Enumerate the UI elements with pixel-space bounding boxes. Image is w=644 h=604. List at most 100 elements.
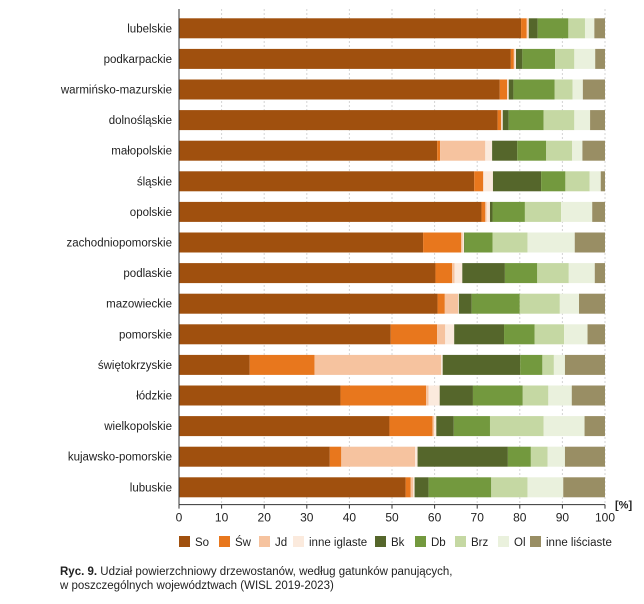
legend-swatch-So (179, 536, 190, 547)
category-label: lubelskie (127, 23, 172, 35)
bar-segment-Św (340, 385, 427, 406)
bar-segment-Jd (513, 48, 515, 69)
bar-segment-inne-liściaste (595, 48, 605, 69)
bar-segment-Jd (461, 232, 463, 253)
legend-swatch-Św (219, 536, 230, 547)
bar-segment-Brz (537, 263, 569, 284)
bar-segment-Db (464, 232, 493, 253)
bar-segment-Db (513, 79, 555, 100)
bar-segment-Ol (589, 171, 601, 192)
bar-segment-Db (492, 201, 525, 222)
bar-segment-Ol (574, 48, 596, 69)
bar-segment-So (179, 293, 438, 314)
bar-segment-Św (474, 171, 484, 192)
bar-segment-inne-liściaste (594, 263, 605, 284)
x-axis: 0 10 20 30 40 50 60 70 80 90 100 (176, 9, 615, 525)
legend-label: Brz (471, 537, 489, 549)
bar-segment-Bk (442, 354, 521, 375)
bar-segment-Św (437, 293, 445, 314)
bar-segment-Jd (452, 263, 455, 284)
bar-segment-Św (405, 477, 411, 498)
bar-segment-inne-liściaste (574, 232, 605, 253)
bar-segment-inne-liściaste (563, 477, 605, 498)
bar-segment-Bk (417, 446, 508, 467)
x-tick-label: 90 (556, 511, 570, 525)
bar-segment-So (179, 171, 475, 192)
x-tick-label: 20 (258, 511, 272, 525)
bar-segment-inne-iglaste (501, 110, 503, 131)
bar-segment-Ol (548, 385, 572, 406)
bar-segment-inne-liściaste (564, 354, 605, 375)
bar-segment-Db (428, 477, 492, 498)
bar-segment-Bk (492, 140, 518, 161)
x-tick-label: 50 (385, 511, 399, 525)
x-tick-label: 100 (595, 511, 615, 525)
bar-segment-Św (510, 48, 514, 69)
bar-segment-Jd (440, 140, 486, 161)
bar-segment-inne-liściaste (582, 140, 605, 161)
category-labels: lubelskie podkarpackie warmińsko-mazurskie… (60, 23, 172, 494)
bar-segment-Brz (522, 385, 549, 406)
bar-segment-Św (437, 140, 441, 161)
bar-segment-inne-liściaste (571, 385, 605, 406)
bar-segment-inne-liściaste (592, 201, 605, 222)
bar-segment-Św (435, 263, 453, 284)
bar-segment-Bk (515, 48, 523, 69)
legend: So Św Jd inne iglaste Bk Db Brz Ol inne liściast… (179, 536, 612, 549)
bar-segment-So (179, 18, 522, 39)
bar-segment-inne-iglaste (483, 171, 493, 192)
bar-segment-inne-iglaste (415, 446, 418, 467)
bar-segment-inne-iglaste (458, 293, 459, 314)
bar-segment-Db (504, 324, 535, 345)
bar-segment-So (179, 416, 390, 437)
legend-swatch-Bk (375, 536, 386, 547)
category-label: wielkopolskie (103, 421, 172, 433)
legend-label: So (195, 537, 209, 549)
x-tick-label: 40 (343, 511, 357, 525)
bar-segment-Bk (502, 110, 509, 131)
bar-segment-inne-iglaste (454, 263, 463, 284)
bar-segment-Św (329, 446, 342, 467)
category-label: podlaskie (123, 268, 172, 280)
category-label: dolnośląskie (109, 115, 172, 127)
bar-segment-Ol (572, 79, 583, 100)
bar-segment-So (179, 110, 498, 131)
legend-label: inne liściaste (546, 537, 612, 549)
bar-segment-Jd (410, 477, 414, 498)
bar-segment-Ol (574, 110, 591, 131)
bar-segment-Db (504, 263, 538, 284)
category-label: małopolskie (111, 146, 172, 158)
bar-segment-inne-liściaste (594, 18, 605, 39)
bar-segment-Db (517, 140, 547, 161)
bar-segment-Brz (542, 354, 554, 375)
bar-segment-Brz (519, 293, 560, 314)
bar-segment-Brz (530, 446, 548, 467)
bar-segment-Jd (314, 354, 441, 375)
bar-segment-inne-liściaste (587, 324, 605, 345)
bar-segment-Jd (426, 385, 429, 406)
legend-swatch-inne-liściaste (530, 536, 541, 547)
bar-area (179, 18, 605, 498)
bar-segment-inne-iglaste (486, 201, 490, 222)
caption-label: Ryc. 9. (60, 566, 98, 578)
bar-segment-Brz (489, 416, 544, 437)
bar-segment-So (179, 201, 482, 222)
bar-segment-Jd (432, 416, 435, 437)
bar-segment-Brz (554, 79, 573, 100)
bar-segment-Ol (559, 293, 580, 314)
bar-segment-Bk (414, 477, 429, 498)
bar-segment-Św (390, 324, 438, 345)
bar-segment-Db (508, 110, 544, 131)
bar-segment-Ol (564, 324, 588, 345)
bar-segment-Bk (458, 293, 472, 314)
category-label: śląskie (137, 176, 172, 188)
bar-segment-Jd (485, 201, 487, 222)
x-tick-label: 70 (471, 511, 485, 525)
bar-segment-Db (520, 354, 543, 375)
bar-segment-Jd (444, 293, 459, 314)
bar-segment-inne-liściaste (600, 171, 605, 192)
bar-segment-inne-liściaste (590, 110, 605, 131)
bar-segment-Św (423, 232, 462, 253)
legend-swatch-Brz (455, 536, 466, 547)
bar-segment-inne-iglaste (445, 324, 455, 345)
